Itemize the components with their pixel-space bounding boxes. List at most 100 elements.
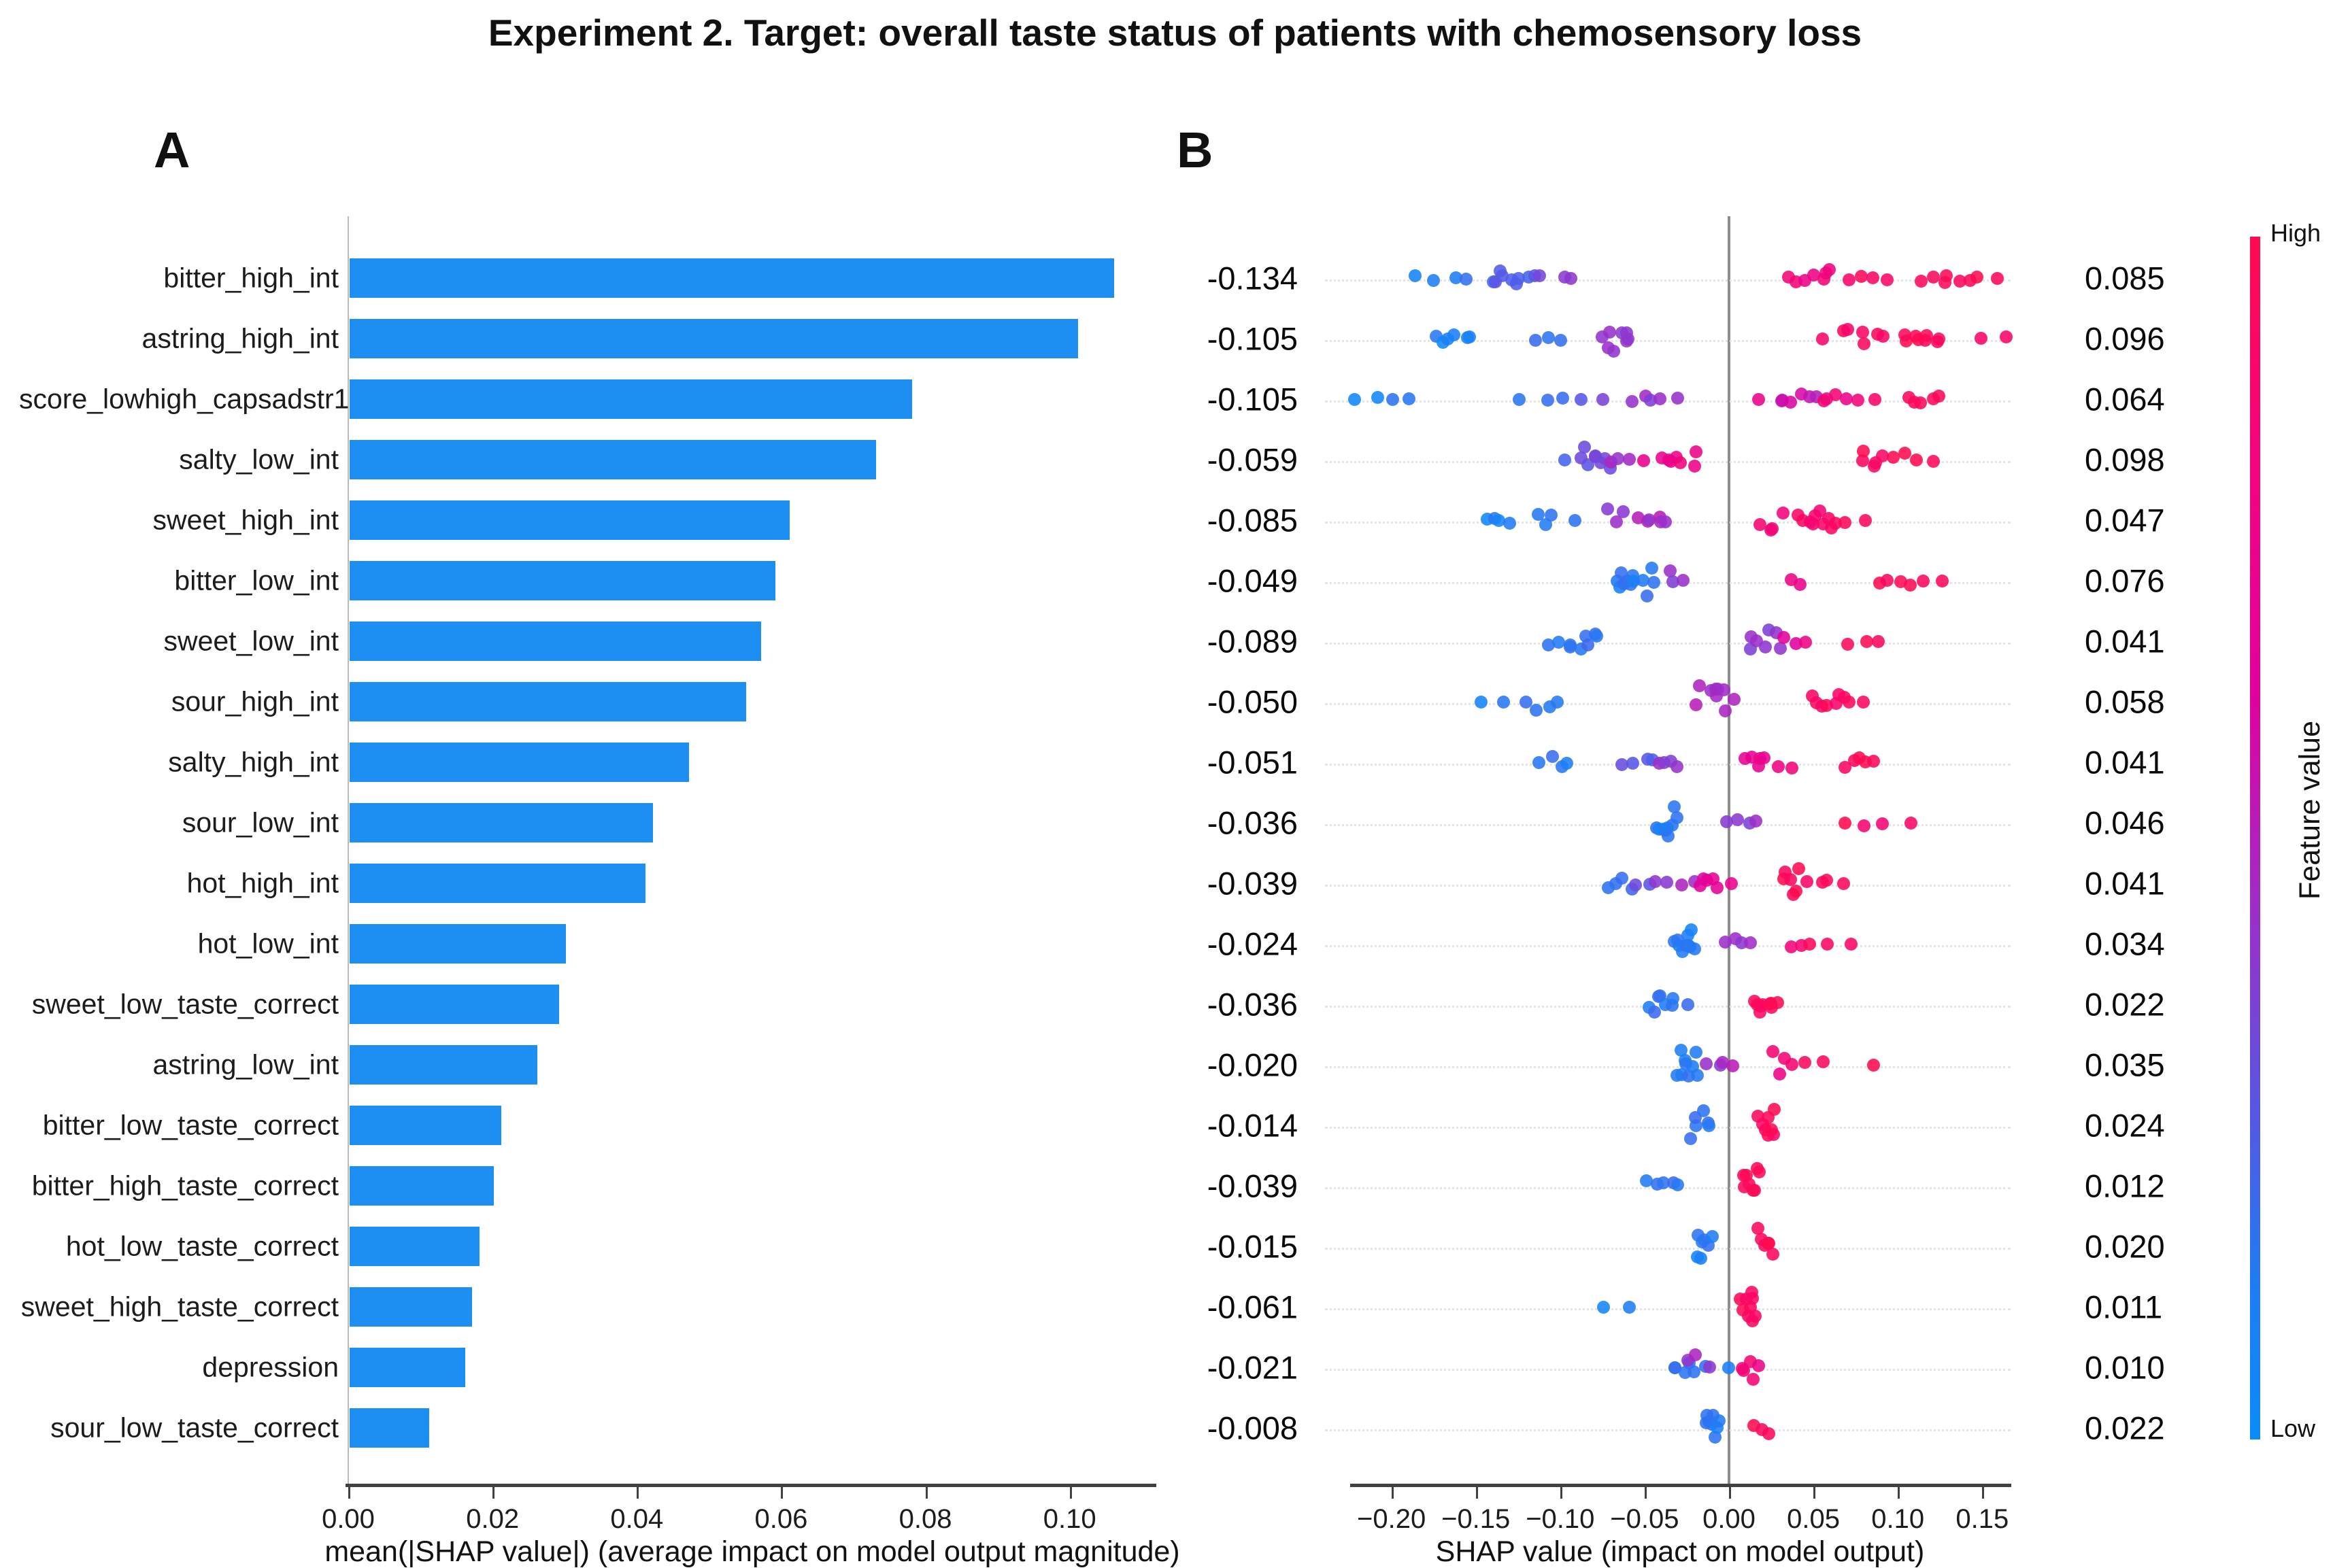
feature-label: sour_low_taste_correct <box>50 1412 339 1444</box>
row-min-shap-value: -0.014 <box>1207 1107 1298 1144</box>
row-min-shap-value: -0.008 <box>1207 1410 1298 1446</box>
row-min-shap-value: -0.089 <box>1207 623 1298 660</box>
beeswarm-dot <box>1844 937 1858 951</box>
mean-shap-bar <box>350 379 912 419</box>
feature-label: sour_high_int <box>171 685 339 717</box>
beeswarm-dot <box>1691 1069 1705 1083</box>
feature-label: bitter_low_int <box>174 564 339 596</box>
row-max-shap-value: 0.034 <box>2085 925 2165 962</box>
beeswarm-dot <box>1615 758 1629 772</box>
feature-label: hot_low_taste_correct <box>65 1230 339 1262</box>
beeswarm-dot <box>1531 507 1545 521</box>
beeswarm-dot <box>1615 871 1628 885</box>
beeswarm-dot <box>1785 762 1798 775</box>
row-min-shap-value: -0.036 <box>1207 804 1298 841</box>
beeswarm-dot <box>1794 577 1807 591</box>
mean-shap-bar <box>350 682 746 721</box>
mean-shap-bar <box>350 1287 472 1327</box>
row-max-shap-value: 0.011 <box>2085 1289 2163 1325</box>
beeswarm-dot <box>1766 1247 1779 1261</box>
beeswarm-dot <box>1626 395 1639 409</box>
beeswarm-dot <box>1671 1178 1684 1191</box>
beeswarm-dot <box>1492 514 1505 528</box>
beeswarm-dot <box>1675 1044 1688 1057</box>
beeswarm-dot <box>1798 635 1812 649</box>
beeswarm-dot <box>1705 1230 1719 1244</box>
x-tick-label: 0.08 <box>899 1504 952 1534</box>
beeswarm-dot <box>1759 640 1773 653</box>
beeswarm-dot <box>1828 516 1842 530</box>
row-max-shap-value: 0.020 <box>2085 1228 2165 1265</box>
beeswarm-dot <box>1426 274 1440 288</box>
beeswarm-dot <box>1773 641 1787 655</box>
beeswarm-dot <box>1932 390 1946 403</box>
row-max-shap-value: 0.047 <box>2085 502 2165 539</box>
beeswarm-dot <box>1719 815 1733 828</box>
row-min-shap-value: -0.015 <box>1207 1228 1298 1265</box>
row-min-shap-value: -0.105 <box>1207 381 1298 417</box>
beeswarm-dot <box>1840 392 1853 405</box>
row-max-shap-value: 0.098 <box>2085 441 2165 478</box>
beeswarm-dot <box>1688 942 1701 956</box>
beeswarm-dot <box>1744 936 1757 949</box>
beeswarm-dot <box>1348 392 1362 406</box>
x-tick-label: 0.06 <box>754 1504 808 1534</box>
row-min-shap-value: -0.039 <box>1207 1168 1298 1204</box>
row-min-shap-value: -0.039 <box>1207 865 1298 902</box>
beeswarm-dot <box>1910 454 1924 467</box>
beeswarm-dot <box>1753 517 1767 531</box>
x-tick-label: 0.10 <box>1871 1504 1925 1534</box>
beeswarm-dot <box>1663 564 1677 577</box>
mean-shap-bar <box>350 743 689 782</box>
colorbar-high-label: High <box>2270 219 2321 247</box>
x-tick <box>1391 1487 1394 1499</box>
beeswarm-dot <box>1768 1103 1781 1117</box>
beeswarm-dot <box>1681 998 1695 1011</box>
beeswarm-dot <box>1856 325 1869 339</box>
beeswarm-dot <box>1771 760 1785 774</box>
x-tick-label: 0.05 <box>1787 1504 1841 1534</box>
beeswarm-dot <box>1590 630 1604 643</box>
beeswarm-dot <box>1807 269 1821 282</box>
beeswarm-dot <box>1765 522 1779 536</box>
x-tick-label: 0.02 <box>466 1504 520 1534</box>
beeswarm-dot <box>1829 388 1843 401</box>
beeswarm-dot <box>1724 876 1738 890</box>
beeswarm-dot <box>1602 326 1616 339</box>
mean-shap-bar <box>350 500 790 540</box>
mean-shap-bar <box>350 1106 501 1145</box>
row-max-shap-value: 0.085 <box>2085 260 2165 296</box>
beeswarm-dot <box>1792 508 1805 522</box>
beeswarm-dot <box>1693 679 1707 692</box>
beeswarm-dot <box>1876 329 1890 343</box>
beeswarm-dot <box>1731 813 1745 827</box>
beeswarm-dot <box>1843 273 1856 286</box>
beeswarm-dot <box>1868 392 1881 406</box>
beeswarm-dot <box>1626 757 1640 770</box>
mean-shap-bar <box>350 864 645 903</box>
row-min-shap-value: -0.036 <box>1207 986 1298 1023</box>
beeswarm-dot <box>1556 391 1569 405</box>
beeswarm-dot <box>1532 755 1546 769</box>
beeswarm-dot <box>1762 1237 1776 1250</box>
x-tick-label: 0.04 <box>610 1504 664 1534</box>
beeswarm-dot <box>1656 1176 1670 1190</box>
x-tick-label: 0.00 <box>322 1504 375 1534</box>
beeswarm-dot <box>1371 390 1384 404</box>
beeswarm-dot <box>1640 589 1654 602</box>
row-gridline <box>1325 1248 2011 1250</box>
feature-label: astring_high_int <box>141 322 339 354</box>
row-min-shap-value: -0.020 <box>1207 1046 1298 1083</box>
row-max-shap-value: 0.035 <box>2085 1046 2165 1083</box>
beeswarm-dot <box>1857 695 1870 709</box>
beeswarm-dot <box>1841 323 1855 337</box>
x-tick-label: 0.10 <box>1043 1504 1096 1534</box>
x-tick <box>1813 1487 1816 1499</box>
x-tick <box>925 1487 928 1499</box>
beeswarm-dot <box>1839 516 1852 530</box>
mean-shap-bar <box>350 621 761 661</box>
beeswarm-dot <box>1798 1055 1811 1069</box>
beeswarm-dot <box>1784 940 1798 953</box>
beeswarm-dot <box>1684 923 1698 936</box>
beeswarm-dot <box>1545 509 1558 522</box>
